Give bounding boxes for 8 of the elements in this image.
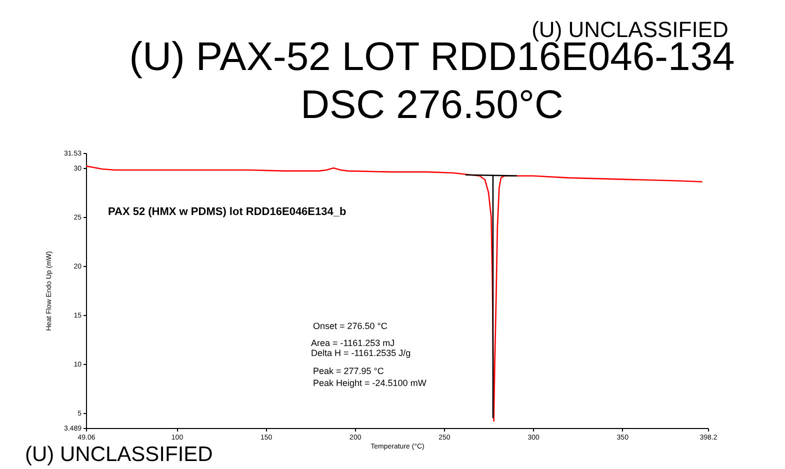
annotation: Area = -1161.253 mJ [311, 338, 395, 348]
annotation: Peak = 277.95 °C [313, 366, 384, 376]
annotation: Delta H = -1161.2535 J/g [311, 348, 411, 358]
annotation: Peak Height = -24.5100 mW [313, 378, 427, 388]
text: (U) UNCLASSIFIED [25, 443, 213, 466]
annotation: Onset = 276.50 °C [313, 321, 388, 331]
chart-subtitle: DSC 276.50°C [300, 83, 564, 127]
annotation: PAX 52 (HMX w PDMS) lot RDD16E046E134_b [108, 206, 346, 218]
